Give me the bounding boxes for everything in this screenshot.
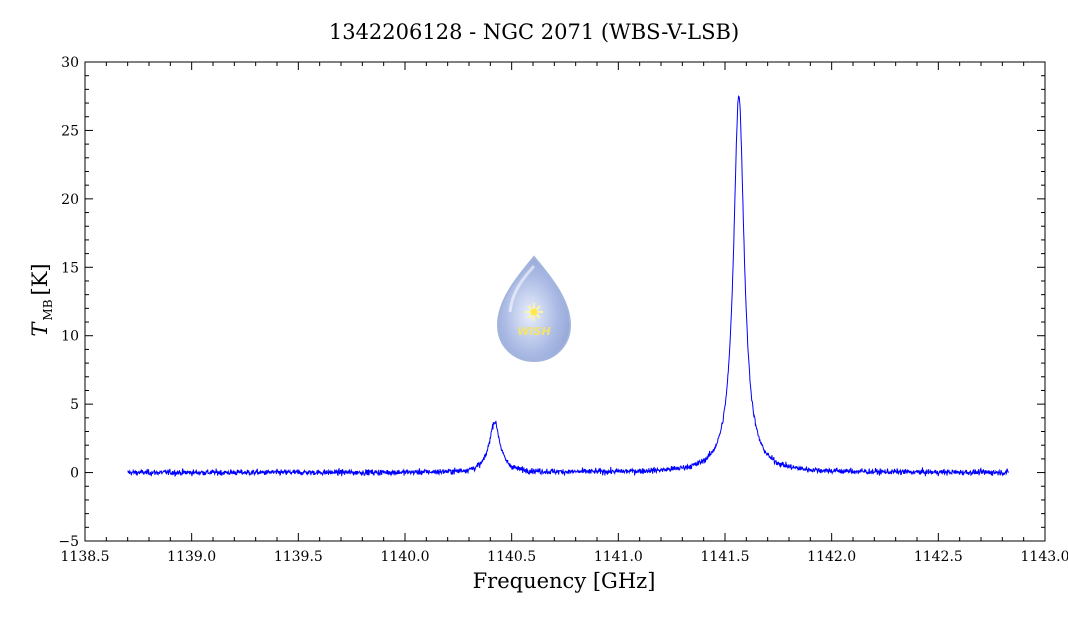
x-tick-label: 1140.5 bbox=[487, 549, 536, 565]
y-tick-label: 30 bbox=[61, 55, 79, 71]
logo-text: WISH bbox=[517, 325, 550, 338]
spectrum-line bbox=[127, 95, 1010, 478]
x-tick-label: 1143.0 bbox=[1021, 549, 1068, 565]
chart-title: 1342206128 - NGC 2071 (WBS-V-LSB) bbox=[329, 20, 739, 44]
x-tick-label: 1139.0 bbox=[167, 549, 216, 565]
y-axis-ticks: −5 0 5 10 15 20 25 30 bbox=[58, 55, 1045, 550]
x-tick-label: 1141.5 bbox=[701, 549, 750, 565]
y-tick-label: 10 bbox=[61, 329, 79, 345]
y-tick-label: 0 bbox=[70, 466, 79, 482]
svg-text:TMB[K]: TMB[K] bbox=[28, 263, 55, 336]
y-tick-label: −5 bbox=[58, 534, 79, 550]
y-tick-label: 20 bbox=[61, 192, 79, 208]
y-tick-label: 15 bbox=[61, 260, 79, 276]
y-tick-label: 25 bbox=[61, 123, 79, 139]
x-tick-label: 1142.5 bbox=[914, 549, 963, 565]
x-tick-label: 1139.5 bbox=[274, 549, 323, 565]
x-axis-label: Frequency [GHz] bbox=[473, 569, 656, 593]
y-axis-label: TMB[K] bbox=[28, 263, 55, 336]
x-tick-label: 1142.0 bbox=[807, 549, 856, 565]
x-tick-label: 1138.5 bbox=[61, 549, 110, 565]
wish-logo: WISH bbox=[496, 255, 572, 363]
x-axis-ticks: 1138.5 1139.0 1139.5 1140.0 1140.5 1141.0 1141… bbox=[61, 62, 1068, 565]
y-tick-label: 5 bbox=[70, 397, 79, 413]
plot-frame bbox=[84, 61, 1046, 542]
x-tick-label: 1141.0 bbox=[594, 549, 643, 565]
x-tick-label: 1140.0 bbox=[381, 549, 430, 565]
